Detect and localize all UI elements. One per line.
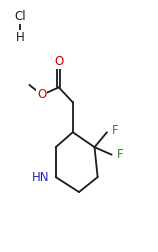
Text: H: H	[16, 31, 24, 44]
Text: O: O	[37, 88, 46, 101]
Text: F: F	[112, 124, 119, 138]
Text: O: O	[54, 55, 64, 68]
Text: HN: HN	[32, 171, 49, 184]
Text: F: F	[117, 148, 124, 161]
Text: Cl: Cl	[14, 10, 26, 23]
